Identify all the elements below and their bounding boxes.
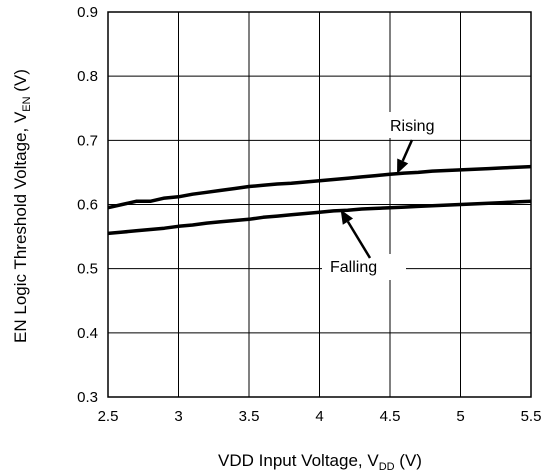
series-line-falling [107, 199, 532, 236]
annotation-arrowhead [397, 158, 409, 174]
annotation-label-bg [322, 254, 406, 280]
annotation-label-bg [382, 112, 444, 138]
y-tick-label: 0.5 [77, 261, 98, 278]
y-tick-labels: 0.3 0.4 0.5 0.6 0.7 0.8 0.9 [77, 4, 98, 406]
y-tick-label: 0.4 [77, 325, 98, 342]
y-tick-label: 0.3 [77, 389, 98, 406]
y-tick-label: 0.7 [77, 132, 98, 149]
x-tick-label: 4.5 [380, 408, 401, 425]
plot-frame [107, 11, 532, 398]
y-tick-label: 0.6 [77, 197, 98, 214]
y-tick-label: 0.8 [77, 68, 98, 85]
x-tick-label: 3 [174, 408, 182, 425]
x-tick-labels: 2.5 3 3.5 4 4.5 5 5.5 [98, 408, 542, 425]
series-line-rising [107, 164, 532, 210]
y-axis-label: EN Logic Threshold Voltage, VEN (V) [11, 69, 33, 343]
annotation-label-rising: Rising [390, 118, 434, 135]
x-tick-label: 5.5 [521, 408, 542, 425]
series-lines [107, 164, 532, 236]
y-tick-label: 0.9 [77, 4, 98, 21]
annotation-arrowhead [340, 209, 354, 225]
x-tick-label: 2.5 [98, 408, 119, 425]
annotation-arrow [346, 220, 372, 259]
annotation-label-falling: Falling [330, 259, 377, 276]
x-axis-label: VDD Input Voltage, VDD (V) [218, 451, 422, 473]
x-tick-label: 3.5 [239, 408, 260, 425]
x-tick-label: 4 [315, 408, 323, 425]
x-tick-label: 5 [456, 408, 464, 425]
annotations: Rising Falling [322, 112, 444, 280]
annotation-arrow [401, 139, 414, 162]
